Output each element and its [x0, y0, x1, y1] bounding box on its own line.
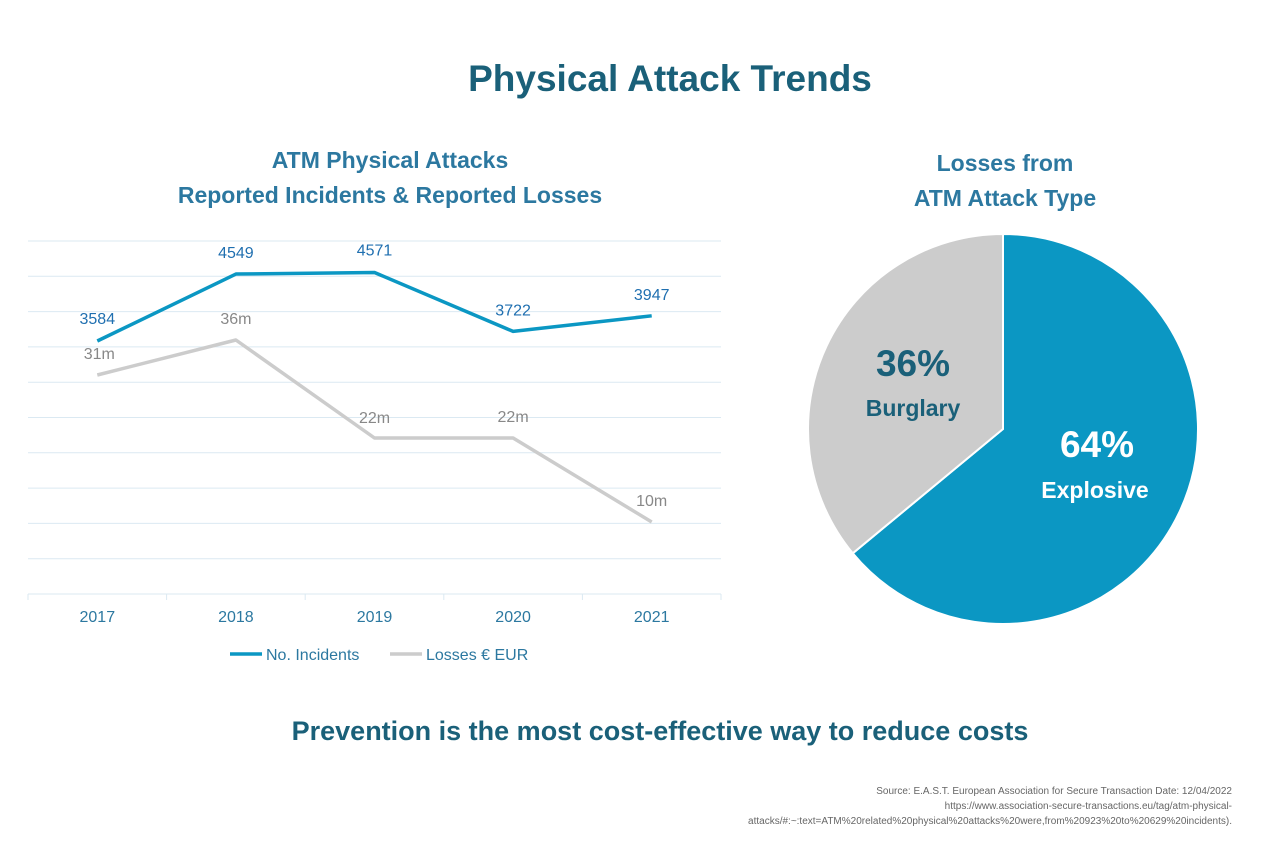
- incidents-line: [96, 270, 652, 343]
- source-line-2: https://www.association-secure-transacti…: [944, 801, 1232, 812]
- incidents-data-label: 3584: [80, 311, 116, 328]
- pie-slice-burglary: [807, 232, 1004, 555]
- page-title: Physical Attack Trends: [468, 58, 872, 99]
- losses-data-label: 36m: [220, 311, 251, 328]
- incidents-data-label: 3947: [634, 287, 670, 304]
- incidents-data-label: 3722: [495, 302, 531, 319]
- losses-line: [96, 338, 653, 524]
- losses-data-label: 31m: [84, 346, 115, 363]
- pie-chart-title-line2: ATM Attack Type: [913, 185, 1097, 211]
- pie-chart: 64% Explosive 36% Burglary: [807, 232, 1199, 625]
- x-tick-label: 2020: [495, 609, 531, 626]
- pie-percent-label: 36%: [876, 343, 950, 384]
- x-tick-label: 2019: [357, 609, 393, 626]
- source-line-3: attacks/#:~:text=ATM%20related%20physica…: [748, 816, 1232, 827]
- pie-slice-label: Burglary: [866, 395, 961, 421]
- legend-losses-label: Losses € EUR: [426, 647, 528, 664]
- source-line-1: Source: E.A.S.T. European Association fo…: [876, 786, 1232, 797]
- legend-incidents-label: No. Incidents: [266, 647, 359, 664]
- line-chart-title-line1: ATM Physical Attacks: [271, 147, 509, 173]
- pie-chart-title-line1: Losses from: [936, 150, 1074, 176]
- losses-data-label: 10m: [636, 493, 667, 510]
- x-tick-label: 2018: [218, 609, 254, 626]
- incidents-data-label: 4571: [357, 243, 393, 260]
- pie-slice-label: Explosive: [1041, 477, 1148, 503]
- pie-percent-label: 64%: [1060, 424, 1134, 465]
- tagline: Prevention is the most cost-effective wa…: [291, 716, 1029, 746]
- line-chart-title-line2: Reported Incidents & Reported Losses: [177, 182, 603, 208]
- source-note: Source: E.A.S.T. European Association fo…: [432, 784, 1232, 829]
- losses-data-label: 22m: [498, 409, 529, 426]
- line-chart: 2017 2018 2019 2020 2021 31m 36m 22m 22m 10m 3584 4…: [27, 240, 722, 664]
- x-tick-label: 2021: [634, 609, 670, 626]
- pie-slice-explosive: [851, 232, 1199, 625]
- losses-data-label: 22m: [359, 410, 390, 427]
- incidents-data-label: 4549: [218, 245, 254, 262]
- x-tick-label: 2017: [80, 609, 116, 626]
